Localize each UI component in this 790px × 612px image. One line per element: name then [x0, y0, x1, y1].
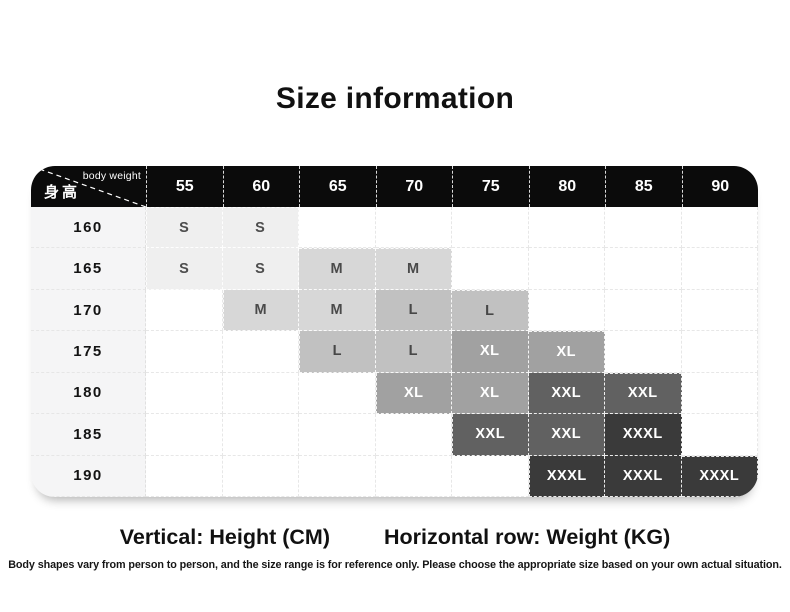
empty-cell: [222, 414, 299, 456]
size-cell: S: [222, 248, 299, 290]
corner-label-height: 身高: [44, 184, 81, 201]
empty-cell: [146, 414, 223, 456]
size-cell: M: [299, 289, 376, 332]
empty-cell: [528, 207, 605, 249]
empty-cell: [146, 289, 223, 332]
size-cell: L: [375, 289, 452, 332]
empty-cell: [605, 248, 682, 290]
legend-vertical-height: Vertical: Height (CM): [119, 525, 330, 549]
size-cell: L: [299, 331, 376, 373]
empty-cell: [375, 455, 452, 497]
table-corner-cell: body weight 身高: [31, 166, 146, 207]
page-title: Size information: [275, 82, 515, 115]
empty-cell: [605, 331, 682, 373]
empty-cell: [452, 455, 529, 497]
size-cell: XL: [528, 331, 605, 373]
empty-cell: [452, 248, 529, 290]
size-cell: M: [299, 248, 376, 290]
corner-label-body-weight: body weight: [82, 170, 141, 182]
empty-cell: [299, 455, 376, 497]
size-cell: XL: [375, 372, 452, 415]
weight-header-cell: 80: [528, 166, 605, 207]
empty-cell: [146, 455, 223, 497]
empty-cell: [681, 414, 758, 456]
empty-cell: [375, 414, 452, 456]
size-cell: M: [375, 248, 452, 290]
weight-header-cell: 90: [681, 166, 758, 207]
weight-header-cell: 65: [299, 166, 376, 207]
empty-cell: [146, 331, 223, 373]
height-cell: 160: [31, 207, 146, 249]
weight-header-cell: 85: [605, 166, 682, 207]
size-cell: XXL: [528, 372, 605, 415]
empty-cell: [146, 372, 223, 415]
empty-cell: [528, 248, 605, 290]
size-cell: XXL: [452, 414, 529, 456]
height-cell: 170: [31, 289, 146, 332]
size-cell: L: [375, 331, 452, 373]
empty-cell: [605, 289, 682, 332]
size-cell: S: [146, 207, 223, 249]
empty-cell: [222, 372, 299, 415]
size-cell: S: [222, 207, 299, 249]
size-cell: XXXL: [681, 455, 758, 497]
size-cell: L: [452, 289, 529, 332]
weight-header-cell: 75: [452, 166, 529, 207]
size-cell: XXL: [605, 372, 682, 415]
empty-cell: [681, 248, 758, 290]
size-cell: XL: [452, 331, 529, 373]
empty-cell: [681, 331, 758, 373]
size-cell: XXXL: [605, 455, 682, 497]
empty-cell: [681, 372, 758, 415]
size-cell: XXL: [528, 414, 605, 456]
height-cell: 190: [31, 455, 146, 497]
legend-horizontal-weight: Horizontal row: Weight (KG): [384, 525, 671, 549]
empty-cell: [375, 207, 452, 249]
height-cell: 185: [31, 414, 146, 456]
height-cell: 180: [31, 372, 146, 415]
empty-cell: [681, 207, 758, 249]
empty-cell: [452, 207, 529, 249]
empty-cell: [222, 331, 299, 373]
size-chart-table: body weight 身高 55 60 65 70 75 80 85 90 160 S S 165 S…: [31, 166, 758, 497]
size-cell: M: [222, 289, 299, 332]
empty-cell: [605, 207, 682, 249]
size-cell: XXXL: [605, 414, 682, 456]
weight-header-cell: 60: [222, 166, 299, 207]
size-cell: S: [146, 248, 223, 290]
weight-header-cell: 55: [146, 166, 223, 207]
empty-cell: [299, 414, 376, 456]
empty-cell: [222, 455, 299, 497]
empty-cell: [681, 289, 758, 332]
empty-cell: [528, 289, 605, 332]
size-cell: XL: [452, 372, 529, 415]
weight-header-cell: 70: [375, 166, 452, 207]
diagonal-divider-line: [31, 166, 146, 207]
size-cell: XXXL: [528, 455, 605, 497]
legend-row: Vertical: Height (CM) Horizontal row: We…: [0, 525, 790, 550]
height-cell: 165: [31, 248, 146, 290]
footnote-disclaimer: Body shapes vary from person to person, …: [8, 559, 782, 571]
empty-cell: [299, 207, 376, 249]
height-cell: 175: [31, 331, 146, 373]
empty-cell: [299, 372, 376, 415]
